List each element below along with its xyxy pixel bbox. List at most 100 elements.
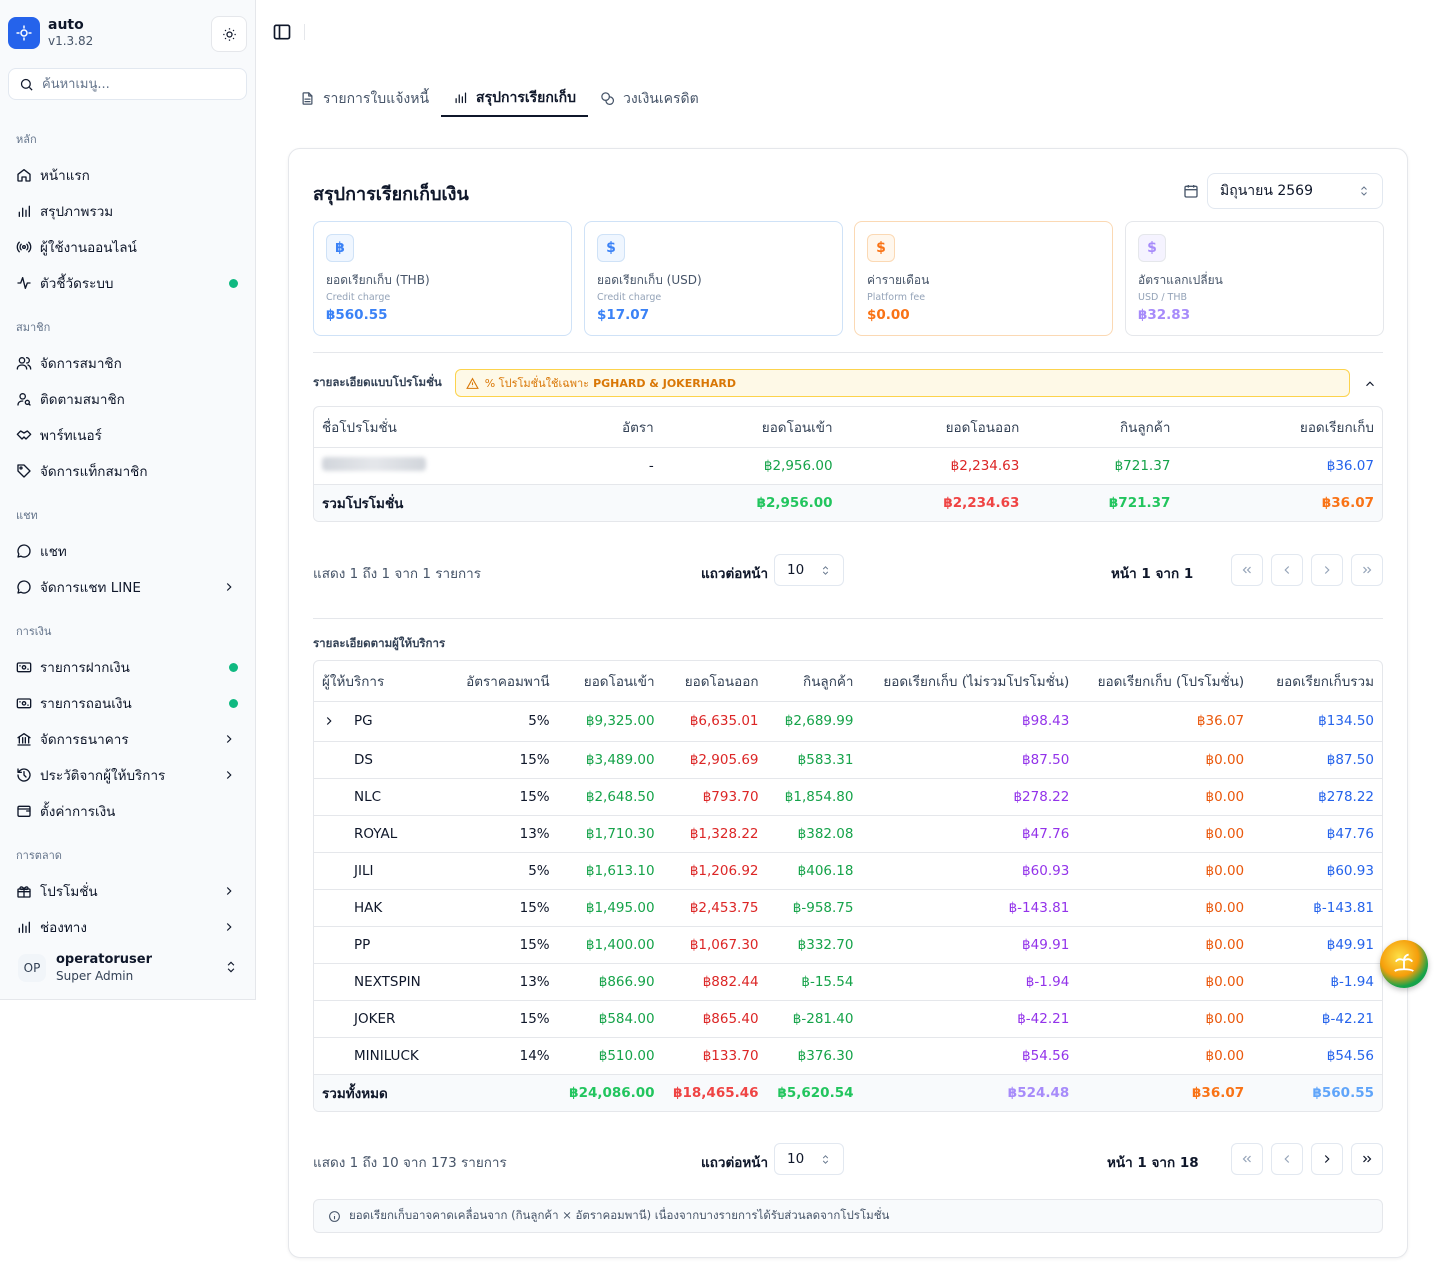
rows-per-page-select[interactable]: 10 [774,1143,844,1175]
sidebar-item-3-3[interactable]: ประวัติจากผู้ให้บริการ [8,759,248,791]
sidebar-item-label: ประวัติจากผู้ให้บริการ [40,768,166,784]
sidebar-toggle-button[interactable] [272,22,292,42]
chevron-right-icon [226,583,232,591]
charge-cell: ฿49.91 [861,926,1078,964]
next-page-button[interactable] [1311,554,1343,586]
transfer-in-cell: ฿866.90 [557,963,663,1001]
promo-charge-cell: ฿0.00 [1077,889,1253,927]
sidebar-item-4-1[interactable]: ช่องทาง [8,911,248,943]
rate-cell: 5% [453,701,558,742]
provider-section-label: รายละเอียดตามผู้ให้บริการ [313,636,446,650]
chevrons-up-down-icon [822,1155,829,1164]
provider-name: MINILUCK [354,1047,419,1064]
sidebar-item-3-1[interactable]: รายการถอนเงิน [8,687,248,719]
next-page-button[interactable] [1311,1143,1343,1175]
first-page-button[interactable] [1231,1143,1263,1175]
first-page-button[interactable] [1231,554,1263,586]
home-icon [16,167,32,183]
panel-left-icon [273,24,291,40]
total-charge-cell: ฿49.91 [1252,926,1382,964]
bank-icon [17,733,31,746]
theme-toggle-button[interactable] [211,16,247,52]
brand[interactable]: auto v1.3.82 [8,16,248,50]
rows-per-page-select[interactable]: 10 [774,554,844,586]
month-select[interactable]: มิถุนายน 2569 [1207,173,1383,209]
total-charge: ฿524.48 [861,1074,1078,1111]
promo-charge-cell: ฿36.07 [1077,701,1253,742]
tab-label: วงเงินเครดิต [622,90,699,107]
sidebar-item-3-4[interactable]: ตั้งค่าการเงิน [8,795,248,827]
stat-sublabel: Credit charge [326,292,391,303]
nav-group-label: การเงิน [16,625,52,638]
tag-icon [17,464,31,478]
promo-charge-cell: ฿0.00 [1077,741,1253,779]
sidebar-item-3-2[interactable]: จัดการธนาคาร [8,723,248,755]
transfer-in-cell: ฿2,648.50 [557,778,663,816]
sidebar-item-3-0[interactable]: รายการฝากเงิน [8,651,248,683]
promo-name-cell [314,447,543,485]
column-header: กินลูกค้า [1027,407,1179,448]
avatar: OP [18,954,46,982]
sidebar-item-label: จัดการแชท LINE [40,580,141,596]
gift-icon [16,883,32,899]
sidebar-item-1-1[interactable]: ติดตามสมาชิก [8,383,248,415]
total-promo: ฿36.07 [1077,1074,1253,1111]
sidebar-item-0-2[interactable]: ผู้ใช้งานออนไลน์ [8,231,248,263]
tab-0[interactable]: รายการใบแจ้งหนี้ [288,80,441,117]
stat-card-2: $ ค่ารายเดือน Platform fee $0.00 [854,221,1113,336]
provider-name: JOKER [354,1010,396,1027]
prev-page-button[interactable] [1271,1143,1303,1175]
last-page-button[interactable] [1351,554,1383,586]
user-menu[interactable]: OP operatoruser Super Admin [8,944,248,992]
sidebar-item-2-0[interactable]: แชท [8,535,248,567]
promo-charge-cell: ฿0.00 [1077,963,1253,1001]
withdraw-icon [16,698,32,709]
tab-1[interactable]: สรุปการเรียกเก็บ [441,80,588,117]
chevrons-right-icon [1363,1155,1372,1163]
sidebar-item-1-0[interactable]: จัดการสมาชิก [8,347,248,379]
total-charge-cell: ฿278.22 [1252,778,1382,816]
tab-2[interactable]: วงเงินเครดิต [588,80,711,117]
promo-warning-text: % โปรโมชั่นใช้เฉพาะ [484,377,590,390]
sidebar-item-2-1[interactable]: จัดการแชท LINE [8,571,248,603]
provider-cell: HAK [314,889,454,927]
page-info: หน้า 1 จาก 1 [1111,566,1194,582]
promo-total-row: รวมโปรโมชั่น ฿2,956.00 ฿2,234.63 ฿721.37 ฿36… [314,484,1382,521]
stat-value: ฿560.55 [326,307,388,323]
last-page-button[interactable] [1351,1143,1383,1175]
expander[interactable] [322,714,346,728]
receipt-icon: ฿ [326,234,354,262]
sidebar-item-0-1[interactable]: สรุปภาพรวม [8,195,248,227]
charge-cell: ฿60.93 [861,852,1078,890]
stat-card-3: $ อัตราแลกเปลี่ยน USD / THB ฿32.83 [1125,221,1384,336]
transfer-out-cell: ฿865.40 [662,1000,767,1038]
column-header: ผู้ให้บริการ [314,661,454,702]
message-icon [17,580,31,594]
charge-cell: ฿-42.21 [861,1000,1078,1038]
chevron-right-icon [222,884,236,902]
chevron-up-icon[interactable] [1363,377,1377,391]
sidebar-item-4-0[interactable]: โปรโมชั่น [8,875,248,907]
table-row[interactable]: PG 5% ฿9,325.00 ฿6,635.01 ฿2,689.99 ฿98.43 ฿36… [314,701,1382,742]
sidebar-item-0-0[interactable]: หน้าแรก [8,159,248,191]
customer-loss-cell: ฿721.37 [1027,447,1179,485]
prev-page-button[interactable] [1271,554,1303,586]
month-select-value: มิถุนายน 2569 [1220,183,1313,199]
sidebar-item-0-3[interactable]: ตัวชี้วัดระบบ [8,267,248,299]
menu-search[interactable] [8,68,247,100]
sidebar-item-1-2[interactable]: พาร์ทเนอร์ [8,419,248,451]
stat-card-0: ฿ยอดเรียกเก็บ (THB) Credit charge ฿560.55 [313,221,572,336]
floating-support-button[interactable] [1380,940,1428,988]
menu-search-input[interactable] [42,76,232,92]
file-icon [302,92,313,105]
provider-cell: DS [314,741,454,779]
provider-pagination: แสดง 1 ถึง 10 จาก 173 รายการ แถวต่อหน้า 10… [313,1143,1383,1175]
provider-table: ผู้ให้บริการ อัตราคอมพานี ยอดโอนเข้า ยอดโอน… [313,660,1383,1112]
provider-cell: PG [314,701,454,742]
sidebar-item-1-3[interactable]: จัดการแท็กสมาชิก [8,455,248,487]
chevron-right-icon [226,887,232,895]
warning-icon [465,377,479,389]
sidebar-item-label: สรุปภาพรวม [40,204,114,220]
provider-name: DS [354,751,373,768]
transfer-out-cell: ฿2,905.69 [662,741,767,779]
